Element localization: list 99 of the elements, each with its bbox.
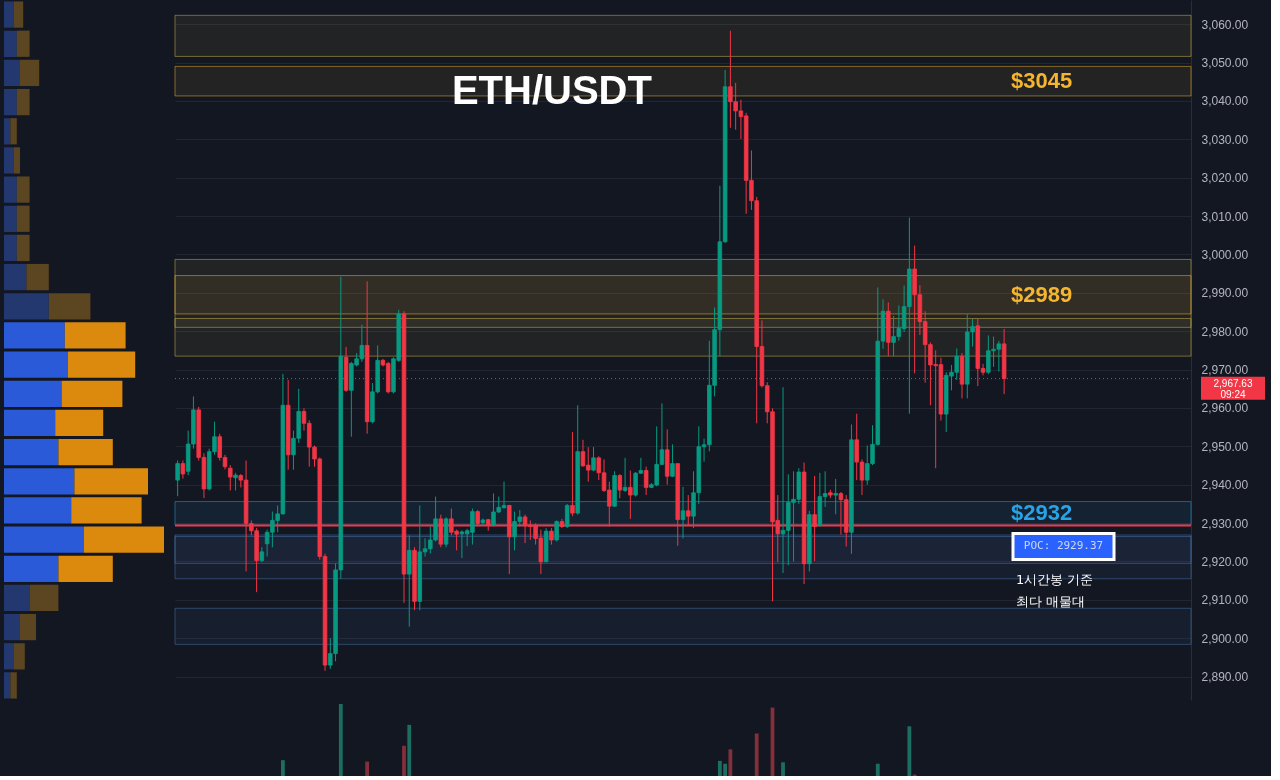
bar	[4, 555, 59, 582]
bar	[20, 613, 36, 641]
bar	[907, 726, 912, 776]
y-tick-label: 2,940.00	[1201, 478, 1249, 493]
bar	[4, 526, 84, 553]
bar	[16, 176, 30, 203]
y-tick-label: 2,980.00	[1201, 324, 1249, 339]
bar	[13, 147, 20, 174]
bar	[58, 555, 113, 582]
bar	[4, 118, 11, 145]
bar	[281, 760, 285, 776]
bar	[26, 263, 49, 291]
candlestick	[628, 470, 633, 520]
bar	[4, 322, 65, 349]
bar	[74, 468, 148, 495]
bar	[4, 263, 27, 291]
candlestick	[812, 475, 817, 562]
candlestick	[228, 464, 233, 491]
bar	[4, 584, 30, 612]
annotation: 1시간봉 기준 최다 매물대	[1016, 572, 1094, 609]
y-tick-label: 2,970.00	[1201, 363, 1249, 378]
bar	[16, 205, 30, 232]
bar	[61, 380, 123, 407]
bar	[16, 30, 30, 57]
candlestick	[554, 519, 559, 542]
band-label: $2989	[1011, 281, 1073, 307]
y-tick-label: 3,040.00	[1201, 94, 1249, 109]
bar	[71, 497, 142, 524]
bar	[29, 584, 59, 612]
bar	[4, 1, 14, 28]
candlestick	[591, 446, 596, 472]
bar	[64, 322, 126, 349]
bar	[10, 672, 17, 699]
bar	[10, 118, 17, 145]
y-tick-label: 3,000.00	[1201, 247, 1249, 262]
y-tick-label: 3,030.00	[1201, 132, 1249, 147]
bar	[13, 643, 25, 670]
y-tick-label: 3,050.00	[1201, 56, 1249, 71]
bar	[4, 88, 17, 116]
y-tick-label: 3,010.00	[1201, 209, 1249, 224]
bar	[781, 762, 785, 776]
y-tick-label: 2,920.00	[1201, 554, 1249, 569]
candlestick	[833, 478, 838, 515]
bar	[4, 643, 14, 670]
bar	[13, 1, 24, 28]
candlestick	[180, 460, 186, 480]
bar	[754, 733, 759, 776]
bar	[4, 380, 62, 407]
candlestick	[643, 466, 649, 496]
bar	[58, 438, 113, 466]
bar	[728, 749, 733, 776]
y-tick-label: 3,060.00	[1201, 17, 1249, 32]
band-label: $2932	[1011, 500, 1073, 526]
bar	[4, 438, 59, 466]
y-tick-label: 2,910.00	[1201, 593, 1249, 608]
bar	[875, 763, 880, 776]
bar	[402, 745, 406, 776]
y-tick-label: 2,950.00	[1201, 439, 1249, 454]
bar	[4, 234, 17, 262]
bar	[4, 59, 20, 87]
bar	[68, 351, 136, 378]
bar	[4, 409, 56, 437]
bar	[4, 30, 17, 57]
bar	[4, 672, 11, 699]
bar	[16, 234, 30, 262]
candlestick	[680, 486, 686, 539]
bar	[407, 724, 412, 776]
bar	[4, 468, 75, 495]
bar	[4, 205, 17, 232]
bar	[4, 497, 72, 524]
bar	[4, 613, 20, 641]
candlestick	[407, 534, 412, 628]
bar	[48, 293, 91, 320]
bar	[365, 761, 370, 776]
bar	[4, 147, 14, 174]
bar	[4, 351, 68, 378]
y-tick-label: 2,930.00	[1201, 516, 1249, 531]
ref-line-label: POC: 2929.37	[1023, 539, 1104, 553]
bar	[4, 176, 17, 203]
band-label: $3045	[1011, 68, 1073, 94]
candlestick	[570, 431, 575, 517]
bar	[55, 409, 104, 437]
bar	[84, 526, 164, 553]
text: ETH/USDT	[451, 67, 652, 112]
y-tick-label: 2,960.00	[1201, 401, 1249, 416]
y-tick-label: 2,900.00	[1201, 631, 1249, 646]
ref-line-label: 2,967.63 09:24	[1213, 377, 1253, 400]
candlestick	[670, 443, 675, 478]
bar	[338, 704, 343, 776]
candlestick	[564, 503, 570, 529]
y-tick-label: 3,020.00	[1201, 171, 1249, 186]
candlestick	[175, 460, 180, 497]
candlestick	[617, 473, 623, 499]
bar	[4, 293, 49, 320]
y-tick-label: 2,990.00	[1201, 286, 1249, 301]
y-tick-label: 2,890.00	[1201, 670, 1249, 685]
candlestick	[622, 457, 628, 493]
bar	[16, 88, 30, 116]
bar	[20, 59, 40, 87]
